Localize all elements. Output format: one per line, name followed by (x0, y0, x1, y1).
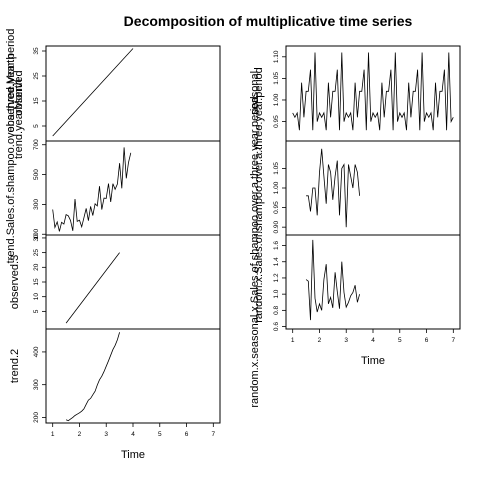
y-tick-label: 700 (33, 139, 40, 150)
x-ticks: 1 2 3 4 5 6 7 1 2 3 4 5 6 7 (51, 329, 455, 438)
series-line-trend_right (306, 148, 360, 228)
y-label-left-2: trend.Sales.of.shampoo.over.a.three.year… (5, 29, 17, 264)
y-tick-label: 1.05 (273, 162, 280, 175)
y-tick-label: 15 (33, 278, 40, 286)
y-tick-label: 1.00 (273, 93, 280, 106)
y-label-left-4: trend.2 (9, 349, 21, 383)
y-tick-label: 35 (33, 47, 40, 55)
y-tick-label: 0.95 (273, 115, 280, 128)
x-tick-label: 3 (344, 337, 348, 344)
y-tick-label: 0.8 (273, 305, 280, 314)
x-tick-label: 4 (371, 337, 375, 344)
y-tick-label: 30 (33, 234, 40, 242)
y-tick-label: 400 (33, 346, 40, 357)
x-axis-label-left: Time (121, 449, 145, 461)
y-tick-label: 25 (33, 249, 40, 257)
y-label-right-3: random.x.Sales.of.shampoo.over.a.three.y… (253, 67, 265, 323)
y-tick-label: 15 (33, 97, 40, 105)
y-label-left-2b: trend.yearMonth (13, 79, 25, 159)
series-line-observed_right (292, 52, 454, 131)
series-lines (52, 48, 454, 422)
y-tick-label: 20 (33, 263, 40, 271)
y-tick-label: 25 (33, 72, 40, 80)
y-tick-label: 300 (33, 379, 40, 390)
series-line-random (65, 332, 120, 422)
y-tick-label: 1.6 (273, 241, 280, 250)
y-tick-label: 0.95 (273, 201, 280, 214)
y-tick-label: 500 (33, 169, 40, 180)
panel-left-2-frame (45, 140, 221, 236)
y-tick-label: 300 (33, 199, 40, 210)
x-tick-label: 6 (185, 431, 189, 438)
x-tick-label: 6 (425, 337, 429, 344)
y-tick-label: 100 (33, 228, 40, 239)
series-line-trend (52, 147, 132, 232)
x-tick-label: 3 (104, 431, 108, 438)
series-line-observed (52, 48, 134, 137)
y-tick-label: 200 (33, 412, 40, 423)
x-tick-label: 2 (78, 431, 82, 438)
x-tick-label: 2 (318, 337, 322, 344)
y-label-right-1: seasonal (249, 71, 261, 115)
y-tick-label: 10 (33, 293, 40, 301)
y-tick-label: 1.4 (273, 257, 280, 266)
y-label-right-2: random.x.seasonal.x.Sales.of.shampoo.ove… (249, 96, 261, 407)
y-ticks: 5 15 25 35 100 300 500 700 5 10 15 20 25 30 200 300 400 0… (33, 47, 286, 423)
panel-right-1-frame (285, 45, 461, 142)
panel-left-4-frame (45, 328, 221, 424)
x-tick-label: 5 (398, 337, 402, 344)
y-tick-label: 1.2 (273, 273, 280, 282)
y-tick-label: 1.10 (273, 50, 280, 63)
panel-right-2-frame (285, 140, 461, 236)
series-line-seasonal (65, 252, 120, 324)
series-line-random_right (305, 239, 360, 321)
y-tick-label: 5 (33, 309, 40, 313)
panel-left-1-frame (45, 45, 221, 142)
x-tick-label: 7 (211, 431, 215, 438)
x-tick-label: 4 (131, 431, 135, 438)
y-label-left-1a: observed.Month (5, 54, 17, 133)
x-tick-label: 7 (451, 337, 455, 344)
y-tick-label: 0.90 (273, 220, 280, 233)
figure-title: Decomposition of multiplicative time ser… (124, 13, 413, 29)
panel-right-3-frame (285, 234, 461, 330)
y-label-left-3: observed.3 (9, 255, 21, 309)
x-tick-label: 5 (158, 431, 162, 438)
x-tick-label: 1 (51, 431, 55, 438)
y-label-left-1b: observed (13, 70, 25, 115)
x-axis-label-right: Time (361, 355, 385, 367)
y-tick-label: 1.05 (273, 72, 280, 85)
y-tick-label: 1.00 (273, 181, 280, 194)
y-tick-label: 5 (33, 124, 40, 128)
y-tick-label: 0.6 (273, 322, 280, 331)
y-tick-label: 1.0 (273, 289, 280, 298)
x-tick-label: 1 (291, 337, 295, 344)
